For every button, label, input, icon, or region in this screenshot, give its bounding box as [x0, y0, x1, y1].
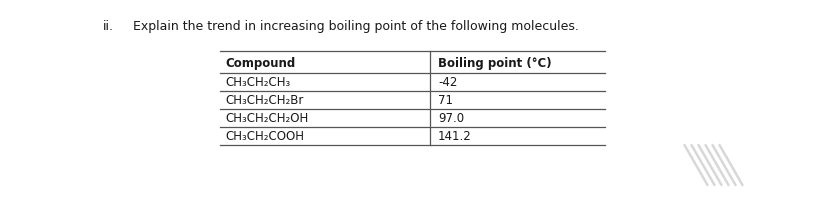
- Text: -42: -42: [437, 76, 457, 89]
- Text: CH₃CH₂COOH: CH₃CH₂COOH: [225, 130, 304, 143]
- Text: CH₃CH₂CH₃: CH₃CH₂CH₃: [225, 76, 290, 89]
- Text: Explain the trend in increasing boiling point of the following molecules.: Explain the trend in increasing boiling …: [133, 20, 578, 33]
- Text: CH₃CH₂CH₂Br: CH₃CH₂CH₂Br: [225, 94, 303, 107]
- Text: 71: 71: [437, 94, 452, 107]
- Text: 97.0: 97.0: [437, 112, 464, 125]
- Text: Boiling point (°C): Boiling point (°C): [437, 56, 551, 69]
- Text: CH₃CH₂CH₂OH: CH₃CH₂CH₂OH: [225, 112, 308, 125]
- Text: Compound: Compound: [225, 56, 295, 69]
- Text: ii.: ii.: [103, 20, 114, 33]
- Text: 141.2: 141.2: [437, 130, 471, 143]
